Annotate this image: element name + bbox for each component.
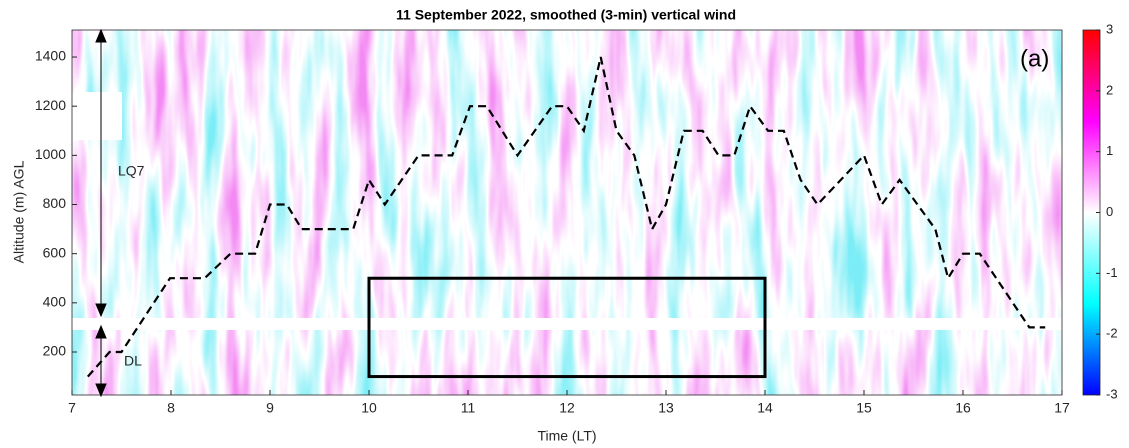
x-tick-label: 11 (461, 400, 476, 416)
annotation: DL (124, 353, 142, 369)
colorbar-tick-label: -2 (1106, 326, 1118, 341)
colorbar-tick-label: 0 (1106, 204, 1113, 219)
y-tick-label: 1000 (35, 146, 66, 162)
x-tick-label: 10 (361, 400, 377, 416)
heatmap-field (72, 30, 1062, 395)
panel-label: (a) (1020, 45, 1049, 72)
y-tick-label: 1200 (35, 97, 66, 113)
colorbar-tick-label: 3 (1106, 21, 1113, 36)
colorbar-tick-label: -3 (1106, 386, 1118, 401)
x-tick-label: 16 (955, 400, 971, 416)
x-tick-label: 12 (559, 400, 575, 416)
highlight-box (367, 276, 767, 379)
annotation: LQ7 (118, 163, 145, 179)
y-tick-label: 600 (43, 244, 67, 260)
y-axis-label: Altitude (m) AGL (11, 160, 27, 263)
colorbar-tick-label: 1 (1106, 143, 1113, 158)
y-tick-label: 800 (43, 195, 67, 211)
x-tick-label: 15 (856, 400, 872, 416)
y-tick-label: 400 (43, 294, 67, 310)
y-tick-label: 200 (43, 343, 67, 359)
y-tick-label: 1400 (35, 48, 66, 64)
x-tick-label: 13 (658, 400, 674, 416)
colorbar-tick-label: 2 (1106, 82, 1113, 97)
range-arrows (95, 28, 107, 398)
chart-title: 11 September 2022, smoothed (3-min) vert… (396, 7, 736, 23)
x-tick-label: 14 (757, 400, 773, 416)
x-tick-label: 8 (167, 400, 175, 416)
boundary-layer-line (86, 56, 1046, 378)
colorbar-tick-label: -1 (1106, 265, 1118, 280)
x-tick-label: 7 (68, 400, 76, 416)
x-tick-label: 9 (266, 400, 274, 416)
x-tick-label: 17 (1054, 400, 1070, 416)
x-axis-label: Time (LT) (537, 428, 596, 444)
